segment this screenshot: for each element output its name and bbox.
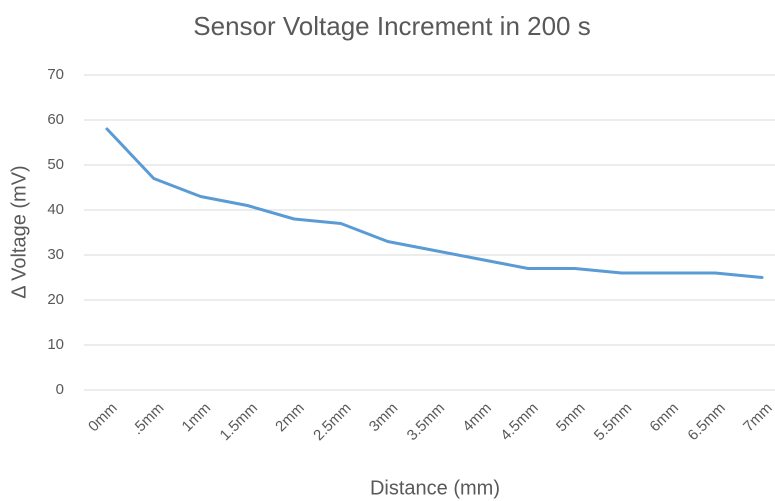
y-tick-label: 20 (47, 291, 64, 308)
x-tick-label: 2mm (272, 400, 308, 436)
x-tick-label: 6mm (646, 400, 682, 436)
x-axis-label: Distance (mm) (370, 477, 500, 499)
x-tick-label: 4mm (459, 400, 495, 436)
y-tick-label: 50 (47, 156, 64, 173)
y-axis-label: Δ Voltage (mV) (8, 165, 30, 298)
data-line (105, 127, 764, 279)
x-tick-label: 5.5mm (591, 400, 635, 444)
x-tick-label: .5mm (129, 400, 168, 439)
x-tick-label: 5mm (553, 400, 589, 436)
y-tick-label: 0 (56, 381, 64, 398)
x-tick-label: 6.5mm (684, 400, 728, 444)
y-tick-label: 30 (47, 246, 64, 263)
chart-title: Sensor Voltage Increment in 200 s (193, 11, 590, 41)
x-tick-label: 3mm (366, 400, 402, 436)
x-tick-label: 4.5mm (497, 400, 541, 444)
y-tick-label: 70 (47, 66, 64, 83)
y-tick-label: 40 (47, 201, 64, 218)
x-tick-label: 1mm (179, 400, 215, 436)
x-tick-label: 7mm (740, 400, 775, 436)
x-tick-label: 1.5mm (217, 400, 261, 444)
y-tick-label: 60 (47, 111, 64, 128)
y-tick-label: 10 (47, 336, 64, 353)
x-tick-label: 2.5mm (310, 400, 354, 444)
x-tick-label: 3.5mm (404, 400, 448, 444)
x-tick-label: 0mm (85, 400, 121, 436)
